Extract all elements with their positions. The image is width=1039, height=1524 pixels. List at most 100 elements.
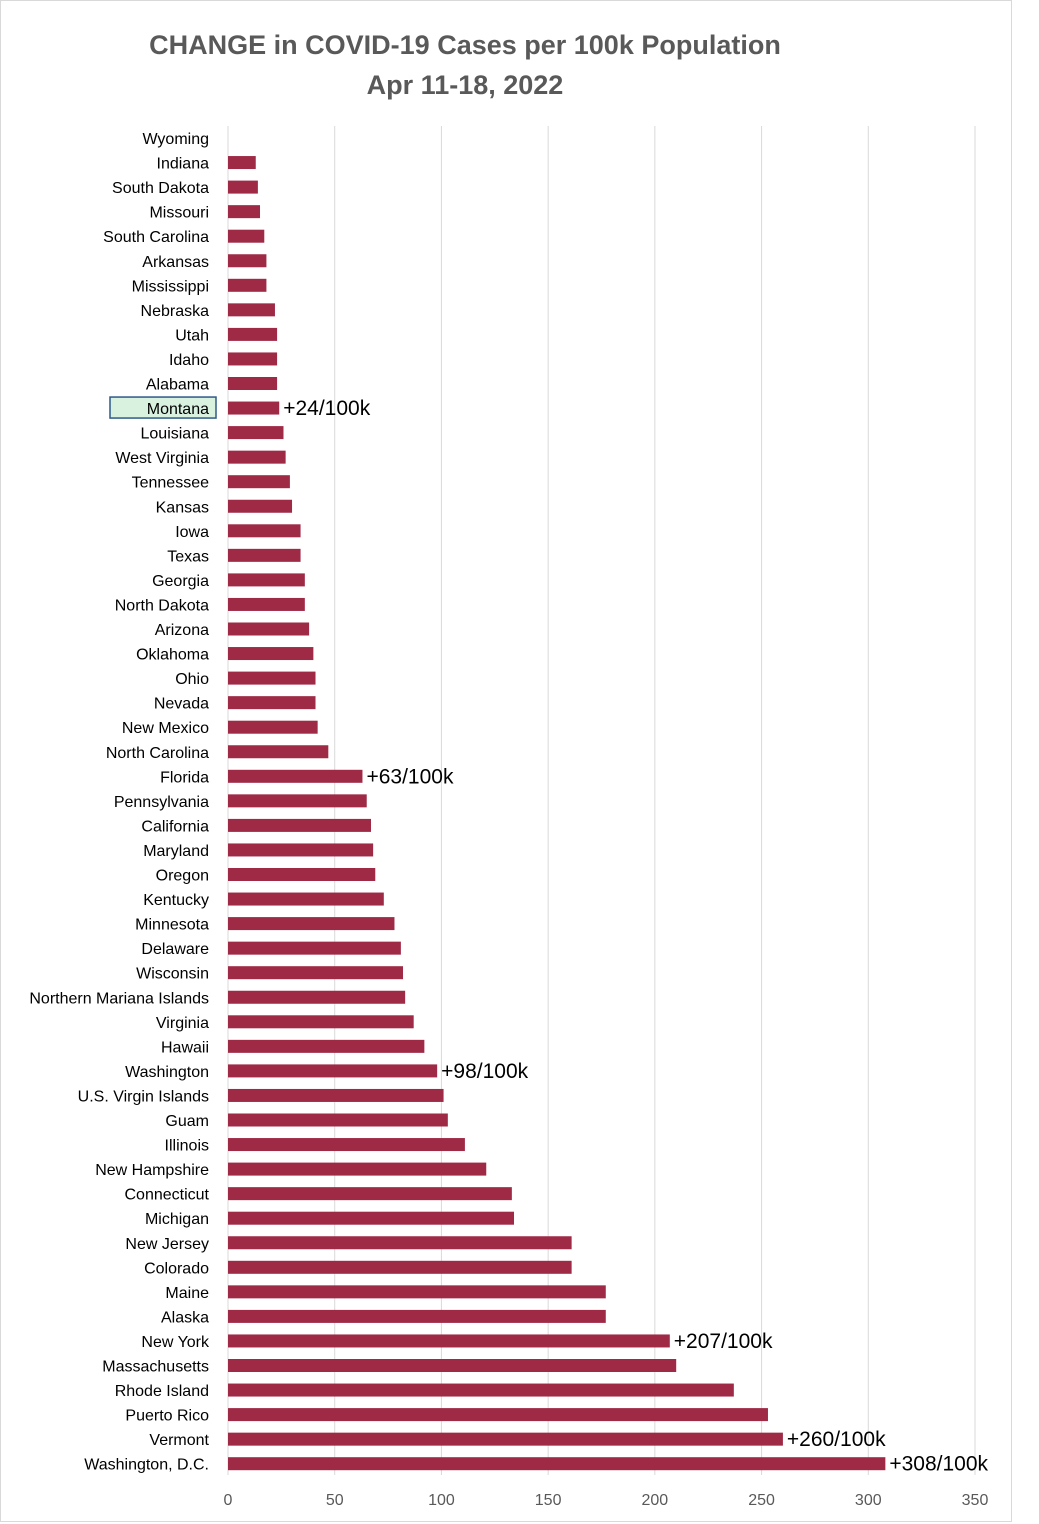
category-label-missouri: Missouri: [149, 205, 209, 222]
category-label-delaware: Delaware: [141, 941, 209, 958]
category-label-washington-d-c: Washington, D.C.: [84, 1457, 209, 1474]
category-label-california: California: [141, 818, 209, 835]
bar-u-s-virgin-islands: [228, 1088, 444, 1102]
category-label-north-dakota: North Dakota: [115, 597, 209, 614]
highlight-box-montana: [109, 396, 217, 419]
bar-indiana: [228, 156, 256, 170]
category-label-montana: Montana: [147, 401, 209, 418]
category-label-michigan: Michigan: [145, 1211, 209, 1228]
data-label-washington: +98/100k: [441, 1060, 528, 1083]
bars-group: [228, 156, 886, 1471]
bar-montana: [228, 401, 280, 415]
category-label-indiana: Indiana: [157, 156, 210, 173]
bar-maine: [228, 1285, 606, 1299]
data-label-new-york: +207/100k: [674, 1330, 773, 1353]
data-labels: +24/100k +63/100k +98/100k +207/100k +260/10…: [283, 397, 988, 1476]
category-label-new-mexico: New Mexico: [122, 720, 209, 737]
bar-missouri: [228, 205, 261, 219]
bar-idaho: [228, 352, 278, 366]
x-tick-50: 50: [326, 1492, 344, 1509]
bar-iowa: [228, 524, 301, 538]
category-label-pennsylvania: Pennsylvania: [114, 794, 209, 811]
bar-kansas: [228, 499, 293, 513]
chart-title: CHANGE in COVID-19 Cases per 100k Popula…: [149, 30, 781, 60]
x-tick-200: 200: [642, 1492, 669, 1509]
category-label-nevada: Nevada: [154, 696, 209, 713]
category-label-colorado: Colorado: [144, 1260, 209, 1277]
category-label-wisconsin: Wisconsin: [136, 966, 209, 983]
x-tick-300: 300: [855, 1492, 882, 1509]
data-label-florida: +63/100k: [366, 765, 453, 788]
bar-california: [228, 818, 371, 832]
bar-florida: [228, 769, 363, 783]
category-label-minnesota: Minnesota: [135, 917, 209, 934]
x-tick-labels: 0 50 100 150 200 250 300 350: [224, 1492, 989, 1509]
category-label-washington: Washington: [125, 1064, 209, 1081]
category-label-northern-mariana-islands: Northern Mariana Islands: [29, 990, 209, 1007]
category-label-tennessee: Tennessee: [132, 475, 209, 492]
category-label-utah: Utah: [175, 327, 209, 344]
bar-new-mexico: [228, 720, 318, 734]
category-label-kansas: Kansas: [156, 499, 209, 516]
category-label-idaho: Idaho: [169, 352, 209, 369]
category-label-florida: Florida: [160, 769, 209, 786]
bar-guam: [228, 1113, 448, 1127]
category-label-mississippi: Mississippi: [132, 278, 209, 295]
bar-maryland: [228, 843, 374, 857]
bar-massachusetts: [228, 1359, 677, 1372]
category-label-connecticut: Connecticut: [125, 1187, 210, 1204]
category-label-ohio: Ohio: [175, 671, 209, 688]
x-tick-250: 250: [748, 1492, 775, 1509]
category-label-u-s-virgin-islands: U.S. Virgin Islands: [78, 1088, 209, 1105]
category-label-new-jersey: New Jersey: [125, 1236, 209, 1253]
bar-nebraska: [228, 303, 275, 317]
category-label-alabama: Alabama: [146, 377, 209, 394]
bar-kentucky: [228, 892, 384, 906]
category-label-new-york: New York: [141, 1334, 210, 1351]
category-label-maine: Maine: [165, 1285, 209, 1302]
bar-rhode-island: [228, 1383, 734, 1397]
data-label-washington-d-c: +308/100k: [889, 1453, 988, 1476]
bar-minnesota: [228, 917, 395, 931]
category-label-new-hampshire: New Hampshire: [95, 1162, 209, 1179]
bar-illinois: [228, 1138, 465, 1152]
category-label-arizona: Arizona: [155, 622, 209, 639]
bar-washington-d-c: [228, 1457, 886, 1471]
bar-south-carolina: [228, 229, 265, 243]
x-tick-350: 350: [962, 1492, 989, 1509]
bar-west-virginia: [228, 450, 286, 464]
category-label-puerto-rico: Puerto Rico: [125, 1408, 209, 1425]
category-label-rhode-island: Rhode Island: [115, 1383, 209, 1400]
bar-hawaii: [228, 1039, 425, 1053]
bar-alaska: [228, 1309, 606, 1323]
x-tick-150: 150: [535, 1492, 562, 1509]
category-label-louisiana: Louisiana: [141, 426, 210, 443]
category-label-kentucky: Kentucky: [143, 892, 209, 909]
category-label-maryland: Maryland: [143, 843, 209, 860]
category-label-arkansas: Arkansas: [142, 254, 209, 271]
bar-ohio: [228, 671, 316, 685]
x-tick-0: 0: [224, 1492, 233, 1509]
bar-michigan: [228, 1211, 514, 1225]
category-label-oklahoma: Oklahoma: [136, 647, 209, 664]
bar-arkansas: [228, 254, 267, 268]
bar-wisconsin: [228, 966, 404, 980]
category-labels: Wyoming Indiana South Dakota Missouri South …: [29, 131, 217, 1474]
category-label-illinois: Illinois: [165, 1138, 209, 1155]
category-label-north-carolina: North Carolina: [106, 745, 209, 762]
bar-utah: [228, 327, 278, 341]
bar-tennessee: [228, 475, 290, 489]
bar-arizona: [228, 622, 310, 636]
category-label-south-carolina: South Carolina: [103, 229, 209, 246]
x-tick-100: 100: [428, 1492, 455, 1509]
bar-north-dakota: [228, 597, 305, 611]
bar-louisiana: [228, 426, 284, 440]
bar-connecticut: [228, 1187, 512, 1201]
category-label-virginia: Virginia: [156, 1015, 209, 1032]
category-label-vermont: Vermont: [149, 1432, 209, 1449]
category-label-hawaii: Hawaii: [161, 1039, 209, 1056]
category-label-texas: Texas: [167, 548, 209, 565]
bar-delaware: [228, 941, 401, 955]
category-label-guam: Guam: [165, 1113, 209, 1130]
